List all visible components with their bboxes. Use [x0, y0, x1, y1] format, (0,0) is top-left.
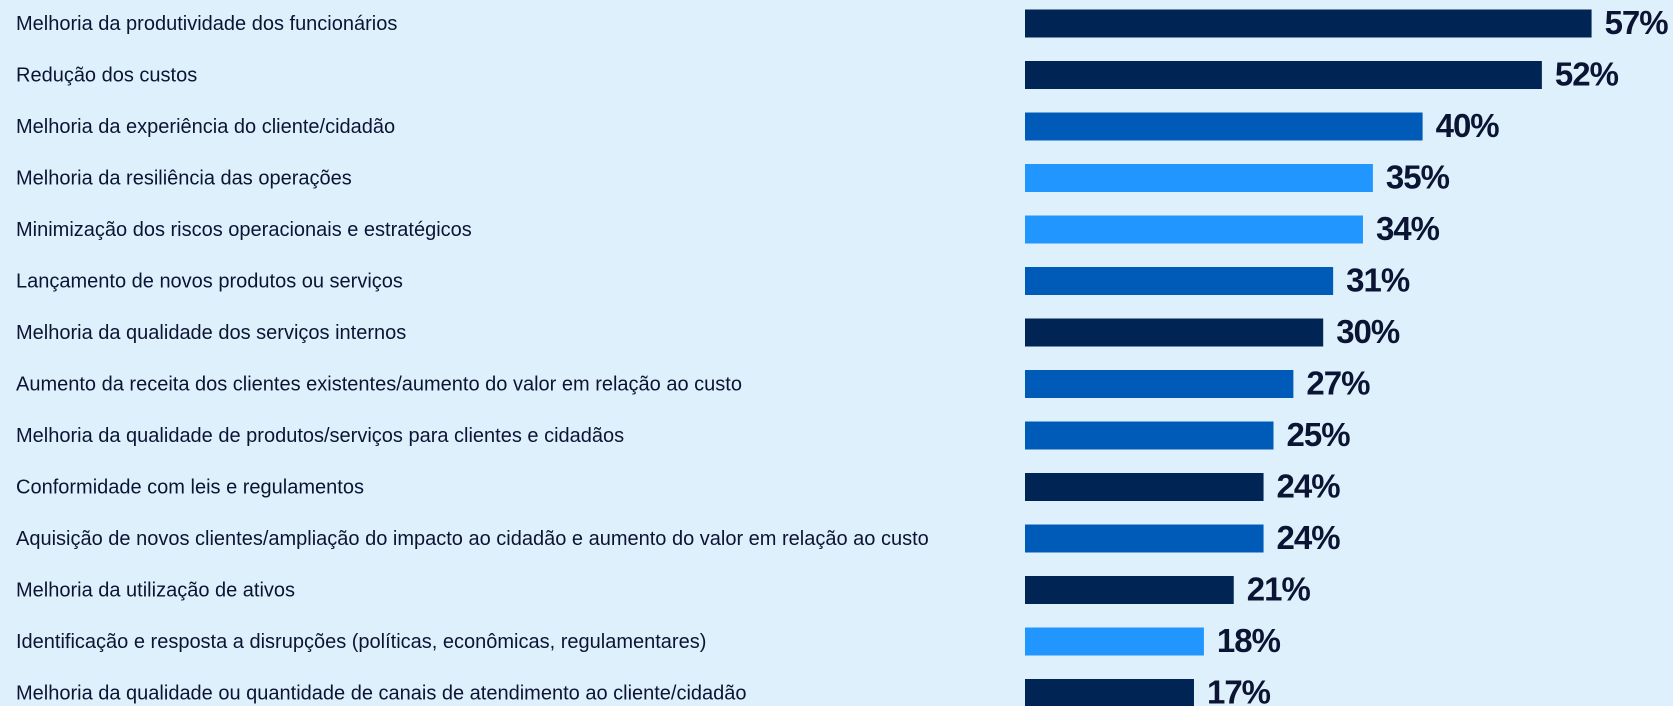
- bar: [1025, 524, 1264, 553]
- category-label: Melhoria da utilização de ativos: [16, 579, 295, 601]
- value-label: 24%: [1277, 519, 1341, 556]
- bar: [1025, 318, 1324, 347]
- value-label: 17%: [1207, 674, 1271, 706]
- value-label: 31%: [1346, 262, 1410, 299]
- value-label: 52%: [1555, 56, 1619, 93]
- category-label: Conformidade com leis e regulamentos: [16, 476, 364, 498]
- value-label: 24%: [1277, 468, 1341, 505]
- category-label: Redução dos custos: [16, 64, 197, 86]
- bar: [1025, 9, 1592, 38]
- value-label: 18%: [1217, 622, 1281, 659]
- category-label: Melhoria da experiência do cliente/cidad…: [16, 116, 395, 138]
- category-label: Melhoria da qualidade dos serviços inter…: [16, 322, 406, 344]
- value-label: 30%: [1336, 313, 1400, 350]
- bar: [1025, 267, 1334, 295]
- bar: [1025, 627, 1204, 656]
- bar: [1025, 679, 1194, 706]
- category-label: Lançamento de novos produtos ou serviços: [16, 270, 403, 292]
- category-label: Melhoria da resiliência das operações: [16, 167, 352, 189]
- category-label: Aumento da receita dos clientes existent…: [16, 373, 742, 395]
- category-label: Identificação e resposta a disrupções (p…: [16, 631, 706, 653]
- value-label: 34%: [1376, 210, 1440, 247]
- bar: [1025, 421, 1274, 450]
- value-label: 35%: [1386, 159, 1450, 196]
- value-label: 57%: [1605, 4, 1669, 41]
- category-label: Minimização dos riscos operacionais e es…: [16, 219, 472, 241]
- value-label: 25%: [1287, 416, 1351, 453]
- bar: [1025, 370, 1294, 398]
- bar: [1025, 164, 1373, 192]
- value-label: 27%: [1306, 365, 1370, 402]
- bar: [1025, 61, 1542, 89]
- bar: [1025, 112, 1423, 141]
- bar: [1025, 215, 1363, 244]
- category-label: Melhoria da qualidade de produtos/serviç…: [16, 425, 624, 447]
- value-label: 40%: [1436, 107, 1500, 144]
- category-label: Melhoria da produtividade dos funcionári…: [16, 13, 397, 35]
- value-label: 21%: [1247, 571, 1311, 608]
- category-label: Melhoria da qualidade ou quantidade de c…: [16, 682, 747, 704]
- category-label: Aquisição de novos clientes/ampliação do…: [16, 528, 929, 550]
- bar: [1025, 576, 1234, 604]
- bar: [1025, 473, 1264, 501]
